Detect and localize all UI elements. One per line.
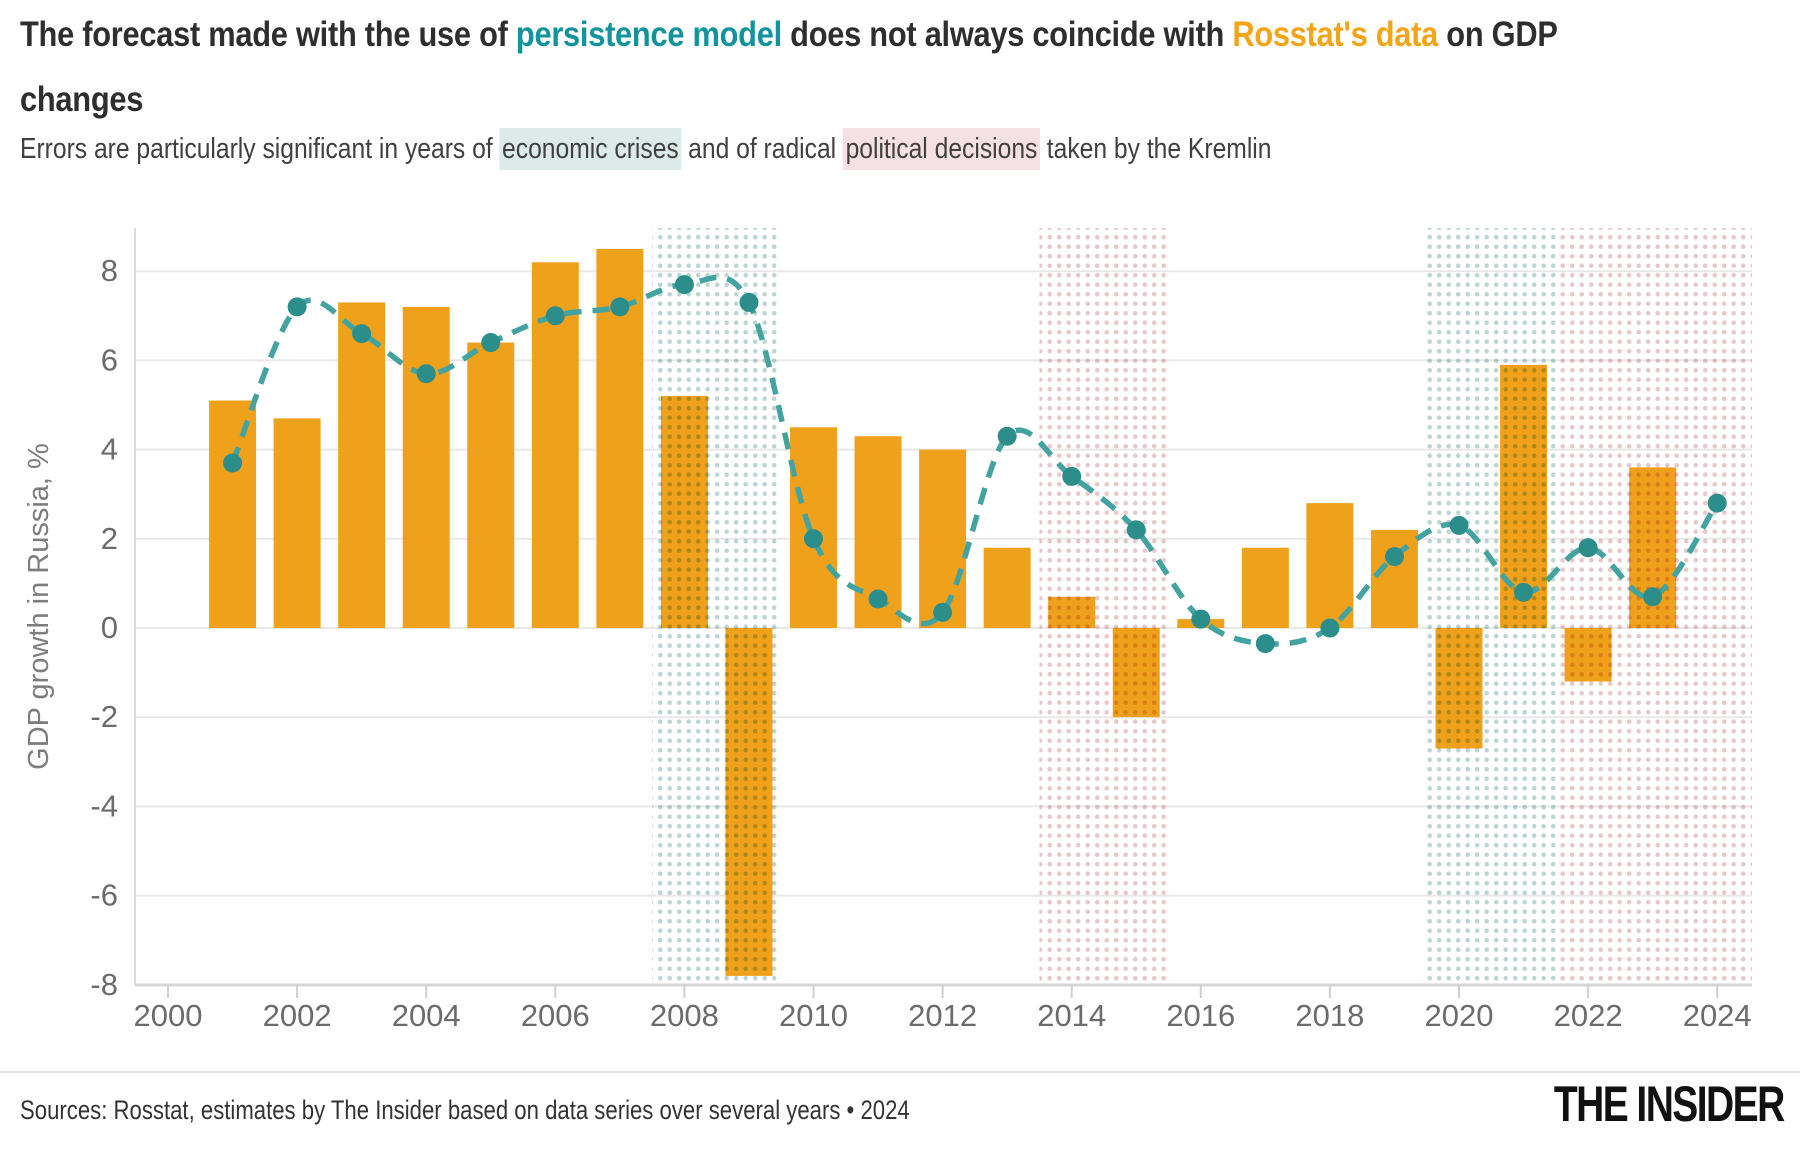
bar-2001 <box>209 400 257 628</box>
point-2005 <box>481 333 501 353</box>
svg-text:2010: 2010 <box>779 998 848 1033</box>
title-line-2: changes <box>20 80 144 119</box>
title-line-1: The forecast made with the use of persis… <box>20 2 1780 67</box>
svg-text:2012: 2012 <box>908 998 977 1033</box>
bar-2012 <box>919 449 967 628</box>
point-2009 <box>739 292 759 312</box>
svg-text:2006: 2006 <box>521 998 590 1033</box>
point-2008 <box>674 275 694 295</box>
footer-divider <box>0 1071 1800 1073</box>
bar-2003 <box>338 302 386 628</box>
point-2015 <box>1126 520 1146 540</box>
subtitle-segment: Errors are particularly significant in y… <box>20 133 500 165</box>
point-2001 <box>223 453 243 473</box>
chart-area: 2000 2002 2004 2006 2008 2010 2012 2014 2016 2018… <box>0 185 1800 1065</box>
point-2021 <box>1514 582 1534 602</box>
sources-text: Sources: Rosstat, estimates by The Insid… <box>20 1095 910 1125</box>
title-segment: on GDP <box>1437 15 1558 54</box>
point-2018 <box>1320 618 1340 638</box>
point-2019 <box>1384 547 1404 567</box>
point-2002 <box>287 297 307 317</box>
subtitle-highlight-economic-crises: economic crises <box>499 128 682 170</box>
point-2011 <box>868 589 888 609</box>
x-axis-labels: 2000 2002 2004 2006 2008 2010 2012 2014 2016 2018… <box>134 998 1752 1033</box>
gdp-chart-svg: 2000 2002 2004 2006 2008 2010 2012 2014 2016 2018… <box>23 228 1752 1033</box>
subtitle-highlight-political-decisions: political decisions <box>843 128 1040 170</box>
svg-text:4: 4 <box>101 432 118 467</box>
svg-text:-6: -6 <box>90 878 118 913</box>
bar-2002 <box>273 418 321 628</box>
y-axis-labels: 8 6 4 2 0 -2 -4 -6 -8 <box>90 253 118 1002</box>
point-2003 <box>352 324 372 344</box>
point-2004 <box>416 364 436 384</box>
subtitle-segment: and of radical <box>681 133 844 165</box>
point-2014 <box>1062 466 1082 486</box>
title-segment: does not always coincide with <box>781 15 1233 54</box>
svg-text:2008: 2008 <box>650 998 719 1033</box>
svg-text:-4: -4 <box>90 788 118 823</box>
point-2010 <box>804 529 823 549</box>
region-economic-crisis <box>1426 228 1556 985</box>
svg-text:2002: 2002 <box>263 998 332 1033</box>
point-2012 <box>933 602 953 622</box>
svg-text:-2: -2 <box>90 699 118 734</box>
point-2007 <box>610 297 630 317</box>
svg-text:2020: 2020 <box>1425 998 1494 1033</box>
svg-text:-8: -8 <box>90 967 118 1002</box>
svg-text:2018: 2018 <box>1295 998 1364 1033</box>
bar-2019 <box>1370 529 1418 628</box>
page-subtitle: Errors are particularly significant in y… <box>20 128 1720 170</box>
point-2024 <box>1707 493 1727 513</box>
the-insider-logo: THE INSIDER <box>1554 1076 1785 1132</box>
svg-text:2024: 2024 <box>1683 998 1752 1033</box>
y-axis-title: GDP growth in Russia, % <box>23 443 55 770</box>
title-accent-persistence-model: persistence model <box>515 15 782 54</box>
point-2006 <box>545 306 565 326</box>
point-2017 <box>1255 634 1275 654</box>
svg-text:2: 2 <box>101 521 118 556</box>
persistence-model-line <box>230 274 1720 647</box>
region-political-decisions <box>1555 228 1752 985</box>
point-2023 <box>1643 587 1663 607</box>
bar-2010 <box>790 427 837 628</box>
region-political-decisions <box>1039 228 1169 985</box>
point-2013 <box>997 426 1017 446</box>
svg-text:2004: 2004 <box>392 998 461 1033</box>
svg-text:2022: 2022 <box>1554 998 1623 1033</box>
bar-2017 <box>1241 547 1289 628</box>
svg-text:8: 8 <box>101 253 118 288</box>
svg-text:6: 6 <box>101 342 118 377</box>
x-axis-ticks <box>167 985 1719 998</box>
persistence-model-points <box>223 275 1727 654</box>
title-segment: The forecast made with the use of <box>20 15 516 54</box>
region-economic-crisis <box>652 228 782 985</box>
bar-2004 <box>402 306 450 628</box>
bar-2013 <box>983 547 1031 628</box>
point-2016 <box>1191 609 1211 629</box>
point-2022 <box>1578 538 1598 558</box>
bar-2018 <box>1306 503 1354 628</box>
svg-text:2016: 2016 <box>1166 998 1235 1033</box>
title-accent-rosstat-data: Rosstat's data <box>1232 15 1438 54</box>
point-2020 <box>1449 515 1469 535</box>
page-title: The forecast made with the use of persis… <box>20 2 1780 132</box>
subtitle-segment: taken by the Kremlin <box>1039 133 1272 165</box>
svg-text:2014: 2014 <box>1037 998 1106 1033</box>
highlight-regions <box>652 228 1752 985</box>
bar-2005 <box>467 342 515 628</box>
svg-text:0: 0 <box>101 610 118 645</box>
svg-text:2000: 2000 <box>134 998 203 1033</box>
